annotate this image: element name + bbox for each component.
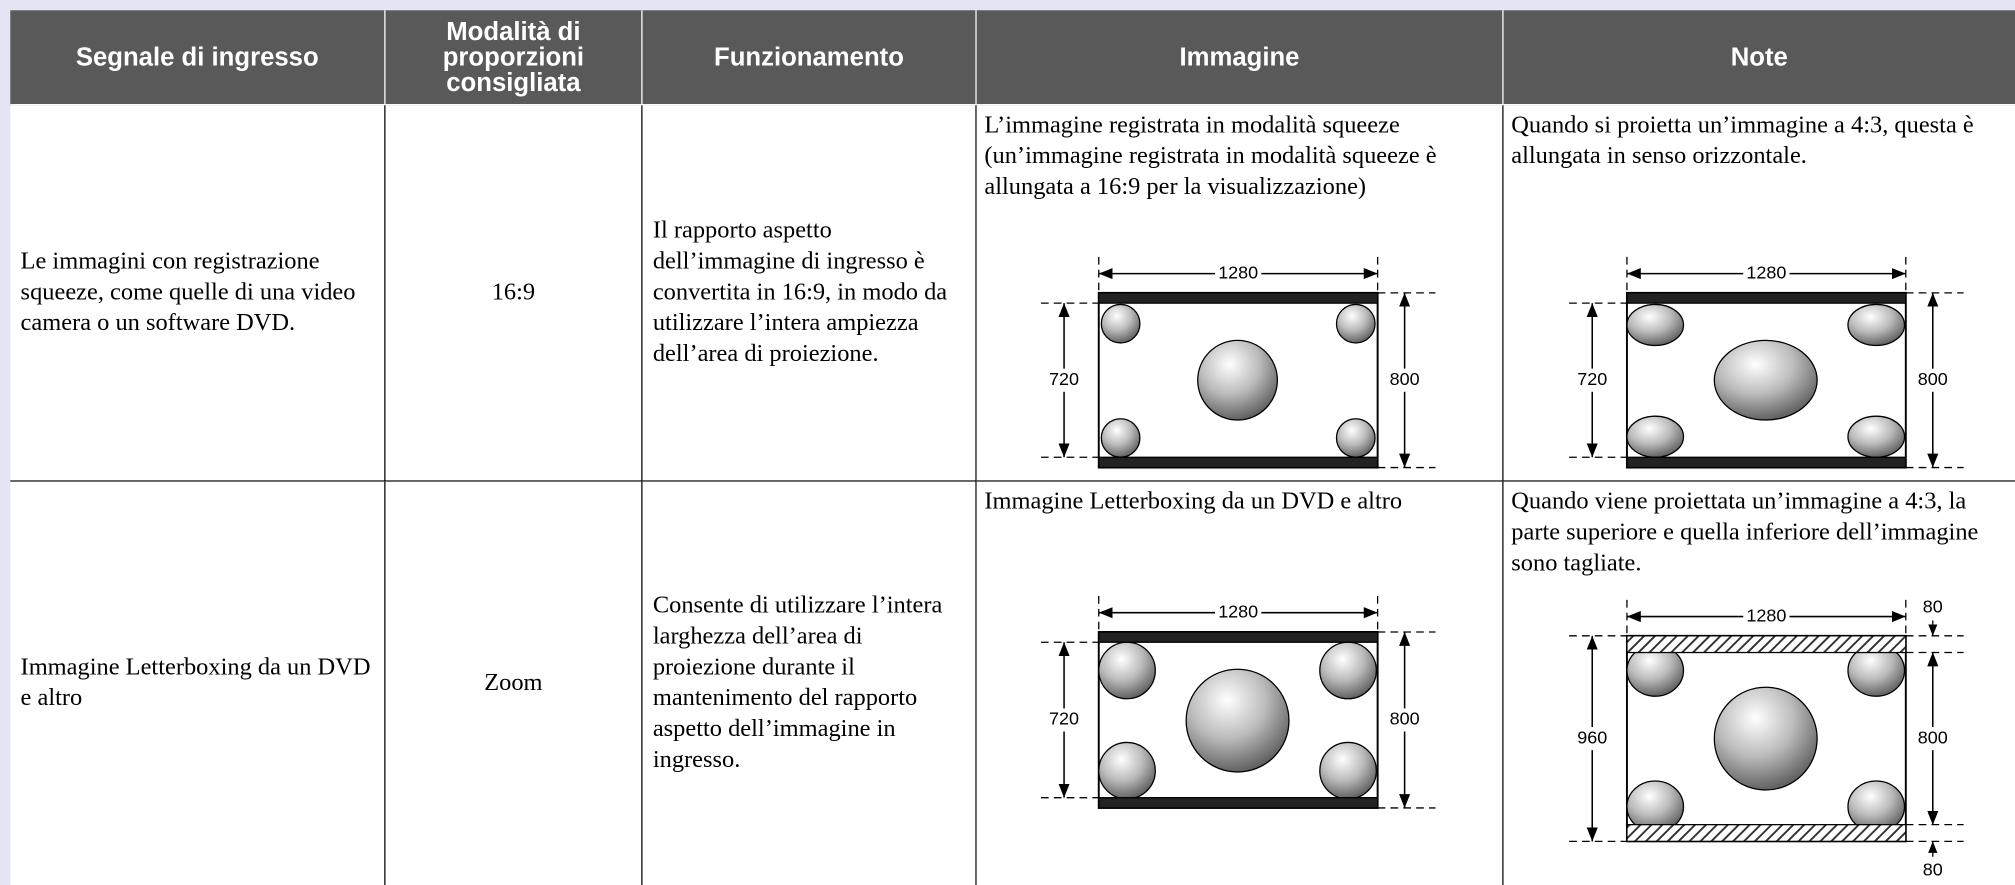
dimension-label: 80 [1923, 596, 1943, 616]
dimension-label: 800 [1390, 709, 1420, 729]
dimension-label: 960 [1577, 727, 1607, 747]
dimension-label: 1280 [1746, 262, 1786, 282]
caption: Quando viene proiettata un’immagine a 4:… [1511, 488, 1979, 577]
dimension-label: 800 [1918, 727, 1948, 747]
label-bg [1040, 368, 1088, 392]
header-cell: Segnale di ingresso [10, 10, 386, 106]
cell: Le immagini con registrazione squeeze, c… [10, 105, 386, 482]
dimension-label: 1280 [1746, 605, 1786, 625]
label-bg [1909, 727, 1956, 751]
label-bg [1569, 368, 1616, 392]
header-cell: Note [1503, 10, 2015, 106]
label-bg [1569, 727, 1616, 751]
cell: Il rapporto aspetto dell’immagine di ing… [642, 105, 977, 482]
ball [1626, 303, 1685, 347]
bar [1098, 797, 1379, 809]
bar [1626, 456, 1907, 469]
dimension-label: 800 [1918, 369, 1948, 389]
ball [1098, 741, 1156, 800]
caption: L’immagine registrata in modalità squeez… [984, 111, 1437, 201]
cell: Immagine Letterboxing da un DVD e altro [10, 481, 386, 885]
ball [1713, 339, 1818, 421]
ball [1847, 415, 1906, 458]
bar [1098, 456, 1379, 469]
ball [1713, 686, 1818, 791]
dimension-label: 80 [1923, 860, 1943, 880]
dimension-label: 720 [1577, 369, 1607, 389]
ball [1319, 641, 1377, 700]
cell: Consente di utilizzare l’intera larghezz… [642, 481, 977, 885]
ball [1098, 641, 1156, 700]
header-cell: Modalità di proporzioni consigliata [385, 10, 643, 106]
dimension-label: 720 [1049, 709, 1079, 729]
bar [1626, 635, 1907, 654]
label-bg [1743, 604, 1790, 629]
ball [1197, 339, 1279, 421]
ball [1335, 303, 1376, 344]
dimension-label: 720 [1049, 369, 1079, 389]
dimension-label: 1280 [1218, 601, 1258, 621]
header-cell: Funzionamento [642, 10, 977, 106]
caption: Quando si proietta un’immagine a 4:3, qu… [1511, 111, 1974, 170]
bar [1626, 292, 1907, 304]
label-bg [1215, 262, 1262, 286]
bar [1098, 292, 1379, 304]
caption: Immagine Letterboxing da un DVD e altro [984, 488, 1403, 516]
label-bg [1381, 708, 1428, 732]
ball [1847, 303, 1906, 347]
label-bg [1215, 601, 1262, 625]
dimension-label: 1280 [1218, 262, 1258, 282]
ball [1185, 668, 1290, 773]
ball [1626, 415, 1685, 458]
cell: 16:9 [385, 105, 643, 482]
label-bg [1909, 368, 1956, 392]
label-bg [1743, 262, 1790, 286]
label-bg [1040, 708, 1088, 732]
label-bg [1381, 368, 1428, 392]
ball [1100, 418, 1141, 458]
header-cell: Immagine [976, 10, 1504, 106]
bar [1098, 631, 1379, 643]
bar [1626, 824, 1907, 842]
dimension-label: 800 [1390, 369, 1420, 389]
cell: Zoom [385, 481, 643, 885]
ball [1335, 418, 1376, 458]
ball [1100, 303, 1141, 344]
ball [1319, 741, 1377, 800]
